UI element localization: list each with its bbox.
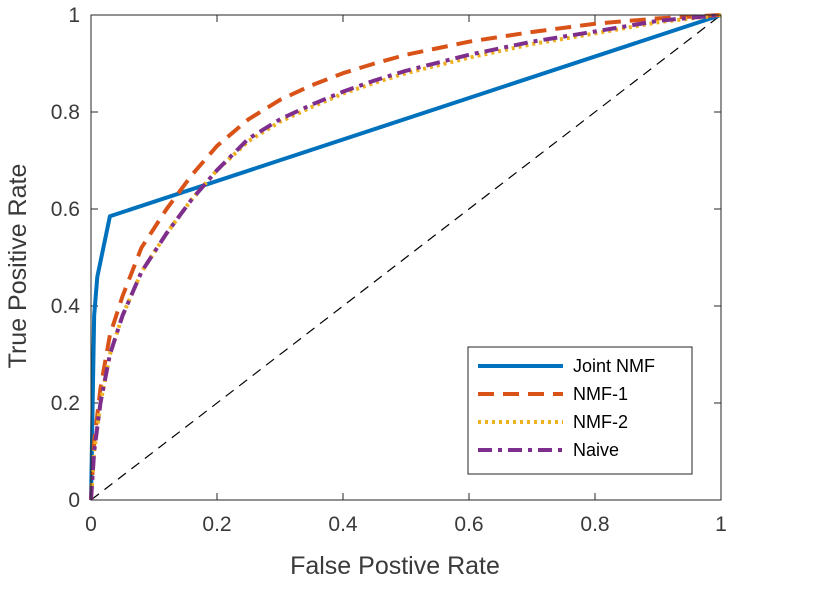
x-tick-label: 0 bbox=[85, 513, 97, 536]
legend-label-joint-nmf: Joint NMF bbox=[573, 356, 655, 376]
x-tick-label: 0.4 bbox=[328, 513, 358, 536]
x-tick-label: 0.6 bbox=[454, 513, 483, 536]
y-tick-label: 0.4 bbox=[51, 295, 81, 318]
y-tick-label: 0.6 bbox=[51, 198, 80, 221]
y-tick-label: 0.2 bbox=[51, 392, 80, 415]
x-tick-label: 0.2 bbox=[202, 513, 231, 536]
y-axis-label: True Positive Rate bbox=[4, 164, 32, 369]
y-tick-label: 0.8 bbox=[51, 101, 80, 124]
legend-label-nmf-2: NMF-2 bbox=[573, 412, 628, 432]
y-tick-label: 0 bbox=[68, 489, 80, 512]
legend-box bbox=[467, 346, 693, 475]
chance-diagonal-line bbox=[90, 14, 722, 501]
x-tick-label: 0.8 bbox=[580, 513, 609, 536]
legend: Joint NMF NMF-1 NMF-2 Naive bbox=[467, 346, 693, 475]
series-line-nmf-1 bbox=[89, 13, 722, 501]
y-axis-ticks: 0 0.2 0.4 0.6 0.8 1 bbox=[51, 4, 721, 512]
x-axis-label: False Postive Rate bbox=[290, 552, 500, 580]
plot-frame bbox=[90, 14, 722, 501]
legend-label-naive: Naive bbox=[573, 440, 619, 460]
series-line-naive bbox=[89, 13, 722, 501]
series-layer bbox=[89, 13, 722, 501]
y-tick-label: 1 bbox=[68, 4, 80, 27]
x-axis-ticks: 0 0.2 0.4 0.6 0.8 1 bbox=[85, 15, 727, 536]
legend-label-nmf-1: NMF-1 bbox=[573, 384, 628, 404]
x-tick-label: 1 bbox=[715, 513, 727, 536]
series-line-joint-nmf bbox=[89, 13, 722, 501]
